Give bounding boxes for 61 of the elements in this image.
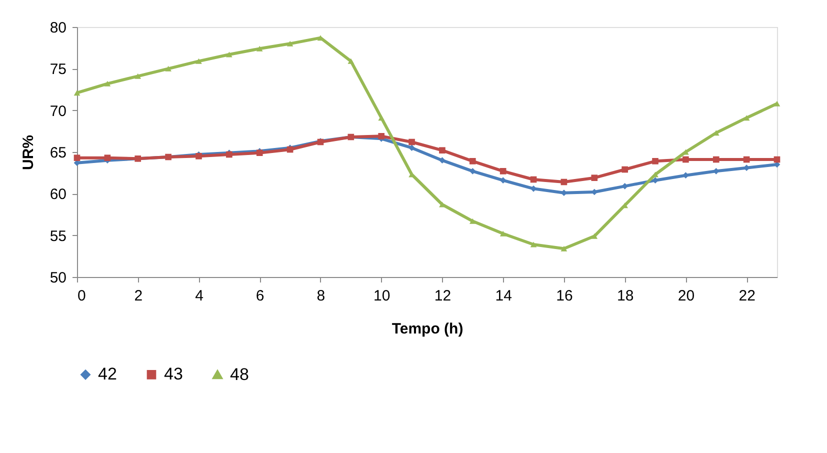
x-tick-label: 14	[495, 288, 512, 304]
y-tick-label: 55	[50, 228, 66, 245]
x-tick-label: 18	[616, 288, 634, 304]
point	[378, 133, 385, 140]
point	[408, 138, 415, 146]
point	[74, 90, 80, 96]
point	[743, 156, 750, 163]
point	[743, 115, 750, 121]
x-tick-label: 0	[78, 288, 86, 304]
point	[134, 73, 142, 79]
point	[500, 168, 506, 174]
x-tick-label: 16	[556, 288, 573, 304]
point	[439, 157, 446, 164]
point	[74, 154, 80, 161]
point	[774, 100, 780, 106]
point	[104, 80, 111, 86]
point	[652, 158, 658, 164]
point	[712, 156, 720, 163]
point	[469, 168, 476, 174]
point	[469, 158, 476, 164]
x-tick-label: 4	[195, 288, 204, 304]
x-axis-title: Tempo (h)	[392, 320, 464, 338]
point	[774, 156, 780, 163]
y-tick-label: 65	[50, 144, 66, 162]
point	[226, 52, 232, 58]
point	[500, 230, 506, 236]
x-tick-label: 12	[434, 288, 452, 304]
point	[530, 176, 537, 183]
point	[256, 46, 263, 52]
point	[104, 154, 111, 161]
y-axis-title: UR%	[20, 134, 37, 170]
x-tick-label: 6	[256, 288, 264, 304]
point	[560, 246, 568, 252]
y-tick-label: 80	[50, 20, 66, 36]
point	[591, 233, 598, 239]
point	[286, 40, 294, 46]
y-tick-label: 75	[50, 61, 66, 78]
y-tick-label: 50	[50, 270, 66, 286]
point	[439, 147, 446, 154]
point	[348, 58, 354, 64]
legend-label: 48	[230, 364, 249, 384]
x-tick-label: 10	[374, 288, 390, 304]
x-tick-label: 20	[678, 288, 695, 304]
point	[165, 66, 172, 72]
point	[591, 174, 598, 181]
point	[560, 178, 568, 186]
point	[500, 177, 506, 184]
point	[408, 144, 415, 151]
point	[469, 218, 476, 224]
legend-label: 42	[98, 364, 117, 384]
point	[622, 166, 628, 173]
y-tick-label: 60	[50, 186, 66, 204]
legend-label: 43	[164, 364, 183, 384]
point	[196, 58, 202, 64]
y-tick-label: 70	[50, 102, 66, 120]
point	[378, 115, 385, 121]
point	[682, 156, 689, 163]
point	[530, 242, 537, 248]
x-tick-label: 2	[134, 288, 143, 304]
x-tick-label: 22	[738, 288, 756, 304]
x-tick-label: 8	[316, 288, 326, 304]
